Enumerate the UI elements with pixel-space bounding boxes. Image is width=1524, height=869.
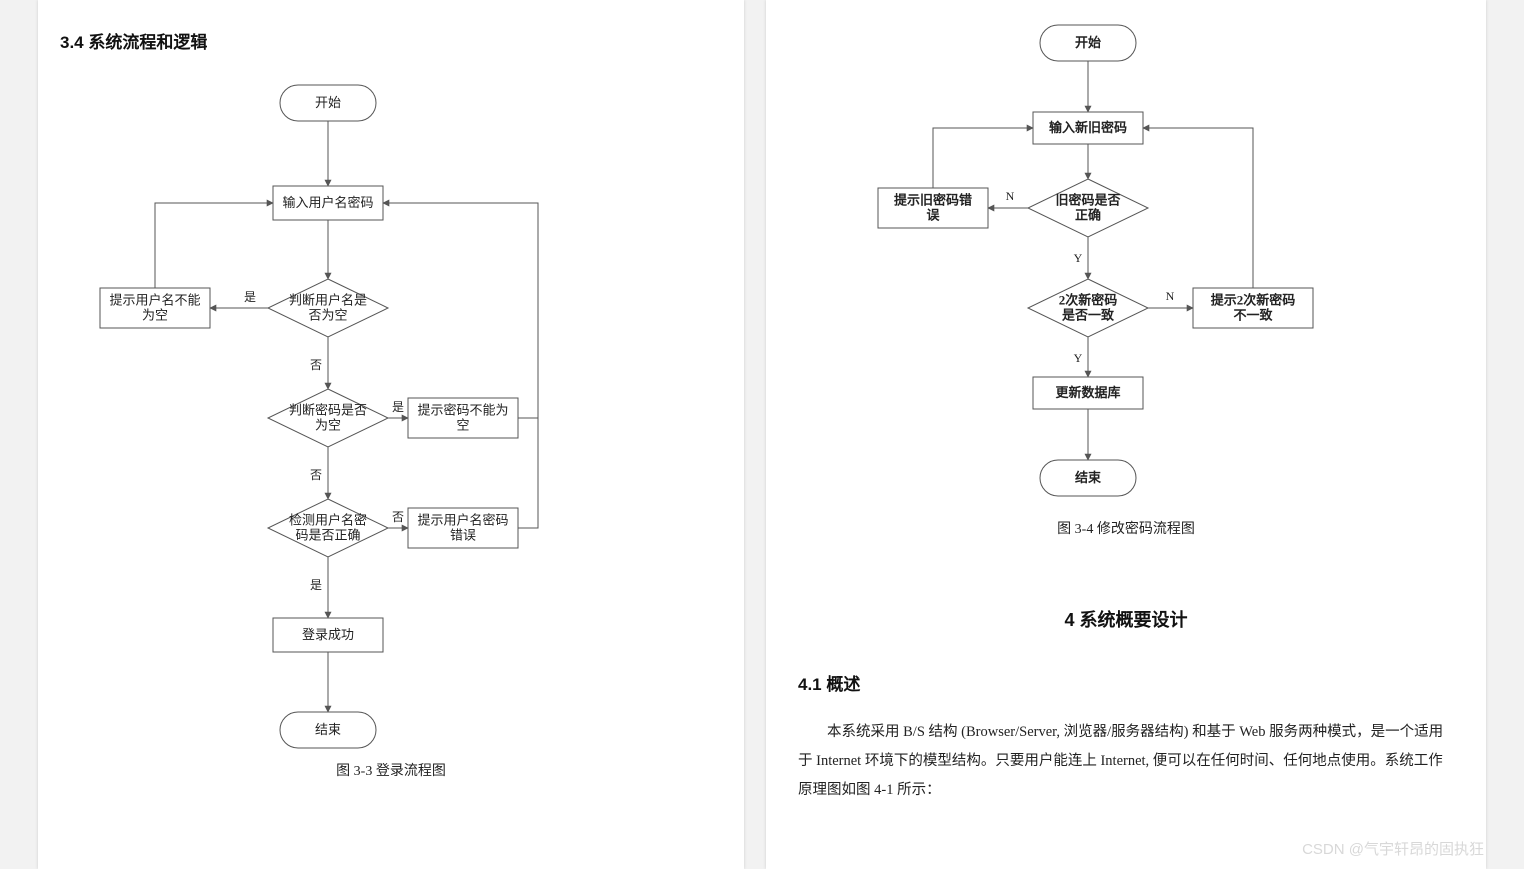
svg-text:为空: 为空 (142, 308, 168, 323)
svg-text:否: 否 (310, 358, 322, 372)
svg-text:提示旧密码错: 提示旧密码错 (894, 193, 972, 208)
svg-text:不一致: 不一致 (1233, 308, 1273, 323)
svg-text:检测用户名密: 检测用户名密 (289, 513, 367, 528)
svg-text:开始: 开始 (315, 95, 341, 110)
figure-caption-3-4: 图 3-4 修改密码流程图 (766, 518, 1486, 538)
svg-text:错误: 错误 (450, 528, 476, 543)
section-heading-4-1: 4.1 概述 (798, 670, 860, 695)
chapter-heading-4: 4 系统概要设计 (766, 606, 1486, 632)
svg-text:正确: 正确 (1075, 208, 1101, 223)
svg-text:登录成功: 登录成功 (302, 627, 354, 642)
figure-caption-3-3: 图 3-3 登录流程图 (38, 760, 744, 780)
svg-text:2次新密码: 2次新密码 (1059, 293, 1118, 308)
svg-text:是: 是 (392, 400, 404, 414)
page-right: N Y N Y 开始输入新旧密码旧密码是否正确 提示旧密码错误 2次新密码是否一致 提示2次新… (766, 0, 1486, 869)
svg-text:Y: Y (1074, 351, 1083, 365)
svg-text:N: N (1166, 289, 1175, 303)
svg-text:旧密码是否: 旧密码是否 (1055, 193, 1120, 208)
svg-text:输入新旧密码: 输入新旧密码 (1049, 120, 1127, 135)
svg-text:误: 误 (926, 208, 940, 223)
svg-text:是否一致: 是否一致 (1061, 308, 1115, 323)
svg-text:为空: 为空 (315, 418, 341, 433)
paragraph-overview: 本系统采用 B/S 结构 (Browser/Server, 浏览器/服务器结构)… (798, 718, 1450, 805)
svg-text:更新数据库: 更新数据库 (1055, 385, 1120, 400)
svg-text:Y: Y (1074, 251, 1083, 265)
svg-text:否: 否 (310, 468, 322, 482)
svg-text:N: N (1006, 189, 1015, 203)
svg-text:码是否正确: 码是否正确 (295, 528, 360, 543)
svg-text:空: 空 (456, 418, 469, 433)
page-left: 3.4 系统流程和逻辑 是否是否否是开始输入用户名密码判断用户名是否为空提示用户… (38, 0, 744, 869)
svg-text:是: 是 (310, 578, 322, 592)
svg-text:判断密码是否: 判断密码是否 (289, 403, 367, 418)
svg-text:提示2次新密码: 提示2次新密码 (1211, 293, 1296, 308)
svg-text:提示密码不能为: 提示密码不能为 (417, 403, 508, 418)
page-spread: 3.4 系统流程和逻辑 是否是否否是开始输入用户名密码判断用户名是否为空提示用户… (0, 0, 1524, 869)
flowchart-change-password: N Y N Y 开始输入新旧密码旧密码是否正确 提示旧密码错误 2次新密码是否一致 提示2次新… (778, 8, 1338, 508)
svg-text:判断用户名是: 判断用户名是 (289, 293, 367, 308)
svg-text:结束: 结束 (1075, 470, 1102, 485)
svg-text:否为空: 否为空 (308, 308, 347, 323)
svg-text:提示用户名密码: 提示用户名密码 (417, 513, 508, 528)
svg-text:开始: 开始 (1075, 35, 1101, 50)
svg-text:结束: 结束 (315, 722, 341, 737)
section-heading-3-4: 3.4 系统流程和逻辑 (60, 28, 207, 53)
svg-text:提示用户名不能: 提示用户名不能 (109, 293, 200, 308)
svg-text:是: 是 (244, 290, 256, 304)
svg-text:输入用户名密码: 输入用户名密码 (282, 195, 373, 210)
flowchart-login: 是否是否否是开始输入用户名密码判断用户名是否为空提示用户名不能为空判断密码是否为… (38, 65, 568, 765)
svg-text:否: 否 (392, 510, 404, 524)
